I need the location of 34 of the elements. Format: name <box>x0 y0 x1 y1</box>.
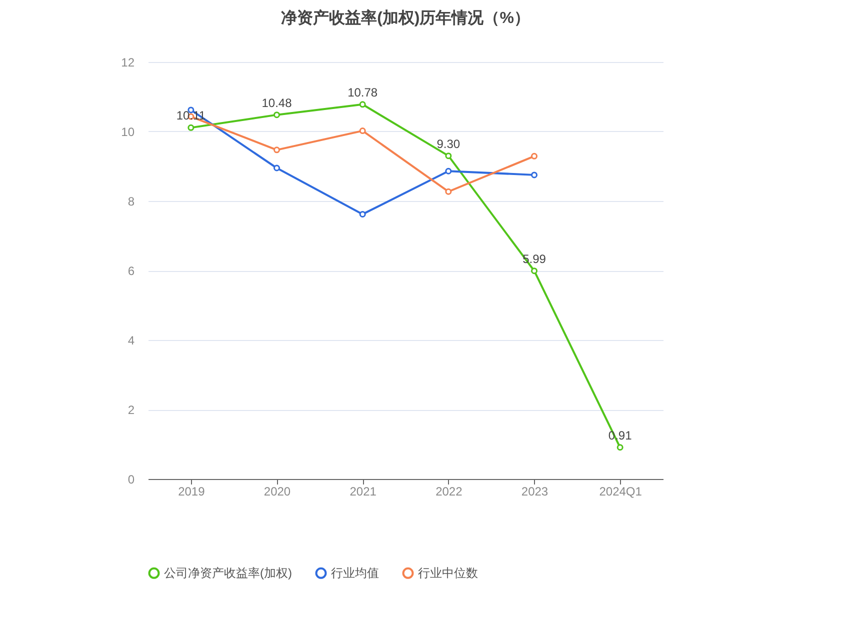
point <box>359 210 366 218</box>
y-tick-label: 0 <box>128 472 135 486</box>
y-tick-label: 8 <box>128 194 135 208</box>
point <box>359 101 366 108</box>
point <box>445 168 452 174</box>
x-tick-label: 2021 <box>350 484 377 498</box>
y-tick-label: 4 <box>128 334 135 348</box>
y-tick-label: 10 <box>121 125 135 139</box>
legend-label: 行业中位数 <box>418 566 478 580</box>
data-label: 9.30 <box>436 136 460 151</box>
x-tick-label: 2020 <box>264 484 291 498</box>
point <box>274 146 280 154</box>
y-tick-label: 12 <box>121 56 135 70</box>
legend-label: 公司净资产收益率(加权) <box>164 566 292 580</box>
y-tick-label: 2 <box>128 403 135 417</box>
point <box>531 152 538 160</box>
legend-label: 行业均值 <box>331 566 379 580</box>
x-tick-label: 2023 <box>521 484 548 498</box>
data-label: 10.48 <box>262 96 292 110</box>
x-tick-label: 2019 <box>178 484 206 498</box>
point <box>616 444 624 451</box>
x-tick-label: 2024Q1 <box>599 484 642 498</box>
point <box>531 172 538 178</box>
x-tick-label: 2022 <box>436 484 463 498</box>
data-label: 10.78 <box>348 85 378 100</box>
point <box>445 152 452 160</box>
point <box>274 164 280 172</box>
point <box>188 124 194 131</box>
chart-title: 净资产收益率(加权)历年情况（%） <box>281 8 530 27</box>
y-tick-label: 6 <box>128 264 135 278</box>
point <box>274 112 280 118</box>
point <box>531 268 538 274</box>
point <box>445 188 452 195</box>
point <box>359 128 366 134</box>
